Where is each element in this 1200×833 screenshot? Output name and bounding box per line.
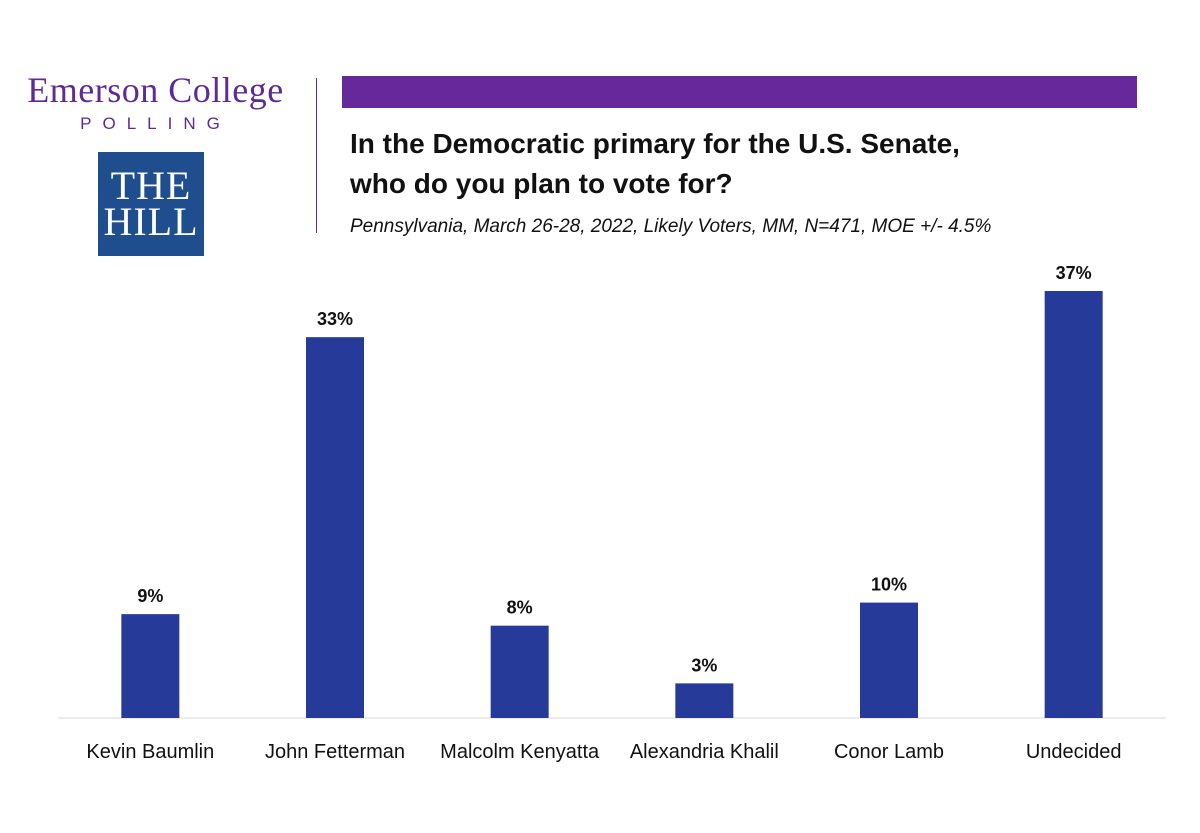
header-divider — [316, 78, 317, 233]
the-hill-logo: THE HILL — [98, 152, 204, 256]
bar-undecided — [1044, 291, 1103, 718]
bar-kevin-baumlin — [121, 614, 180, 718]
the-hill-logo-line1: THE — [110, 163, 192, 208]
value-label-kevin-baumlin: 9% — [137, 586, 163, 606]
category-label-john-fetterman: John Fetterman — [265, 741, 405, 763]
bars-group — [121, 291, 1103, 718]
chart-title-line2: who do you plan to vote for? — [350, 168, 733, 199]
chart-subtitle: Pennsylvania, March 26-28, 2022, Likely … — [350, 216, 992, 237]
category-label-alexandria-khalil: Alexandria Khalil — [630, 741, 779, 763]
value-label-malcolm-kenyatta: 8% — [507, 598, 533, 618]
emerson-college-logo: Emerson College — [27, 70, 284, 110]
value-labels-group: 9% 33% 8% 3% 10% 37% — [137, 263, 1091, 675]
emerson-polling-wordmark: POLLING — [80, 114, 231, 133]
value-label-john-fetterman: 33% — [317, 309, 353, 329]
category-labels-group: Kevin Baumlin John Fetterman Malcolm Kenya… — [86, 741, 1121, 763]
value-label-undecided: 37% — [1056, 263, 1092, 283]
category-label-kevin-baumlin: Kevin Baumlin — [86, 741, 214, 763]
category-label-conor-lamb: Conor Lamb — [834, 741, 944, 763]
value-label-alexandria-khalil: 3% — [691, 655, 717, 675]
category-label-malcolm-kenyatta: Malcolm Kenyatta — [440, 741, 600, 763]
header-banner — [342, 76, 1137, 108]
chart-title: In the Democratic primary for the U.S. S… — [350, 124, 1150, 204]
category-label-undecided: Undecided — [1026, 741, 1122, 763]
bar-john-fetterman — [306, 337, 364, 718]
value-label-conor-lamb: 10% — [871, 575, 907, 595]
chart-title-line1: In the Democratic primary for the U.S. S… — [350, 128, 960, 159]
bar-conor-lamb — [860, 602, 918, 718]
the-hill-logo-line2: HILL — [103, 199, 199, 244]
bar-malcolm-kenyatta — [490, 625, 549, 718]
bar-alexandria-khalil — [675, 683, 734, 718]
